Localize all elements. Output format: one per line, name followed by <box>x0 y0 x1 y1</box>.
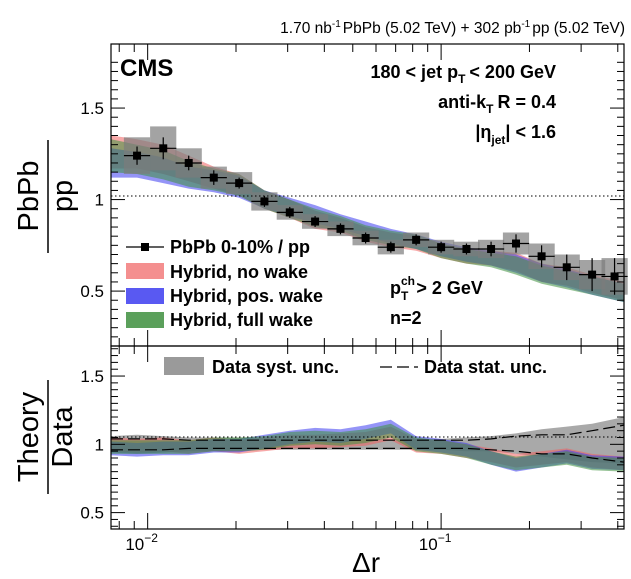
track-pt-label: pch T > 2 GeV <box>390 274 483 303</box>
data-stat-line-hi <box>111 424 625 441</box>
data-stat-line-lo <box>111 447 625 463</box>
data-point <box>412 235 421 244</box>
legend-no-wake-label: Hybrid, no wake <box>170 262 308 282</box>
top-y-tick-label: 0.5 <box>80 282 104 301</box>
bottom-model-bands <box>111 419 624 472</box>
top-data-points <box>123 137 628 295</box>
legend-full-wake-swatch <box>126 312 164 328</box>
data-point <box>588 270 597 279</box>
legend-data-label: PbPb 0-10% / pp <box>170 237 310 257</box>
bottom-y-tick-label: 0.5 <box>80 504 104 523</box>
data-point <box>610 272 619 281</box>
ratio-panel: 0.5 1 1.5 CMS 180 < jet pT < 200 GeV anti-k… <box>13 43 628 347</box>
legend-no-wake-swatch <box>126 263 164 279</box>
x-tick-label: 10−2 <box>125 531 158 554</box>
data-point <box>512 239 521 248</box>
data-point <box>184 158 193 167</box>
top-legend: PbPb 0-10% / pp Hybrid, no wake Hybrid, … <box>126 237 323 330</box>
bottom-y-label-num: Theory <box>13 391 45 482</box>
jet-pt-selection: 180 < jet pT < 200 GeV <box>371 62 556 86</box>
top-y-tick-label: 1 <box>95 191 104 210</box>
data-point <box>311 217 320 226</box>
data-point <box>209 173 218 182</box>
legend-pos-wake-label: Hybrid, pos. wake <box>170 286 323 306</box>
cms-label: CMS <box>120 55 173 82</box>
theory-data-panel: 0.5 1 1.5 10−2 10−1 Data syst. unc. Data st… <box>13 345 625 578</box>
legend-syst-label: Data syst. unc. <box>212 357 339 377</box>
bottom-y-tick-label: 1.5 <box>80 367 104 386</box>
bottom-y-label-den: Data <box>47 406 79 468</box>
data-point <box>386 243 395 252</box>
bottom-y-axis: 0.5 1 1.5 <box>80 348 624 527</box>
moment-label: n=2 <box>390 308 422 328</box>
top-y-label-num: PbPb <box>13 161 45 232</box>
bottom-legend: Data syst. unc. Data stat. unc. <box>164 357 547 377</box>
top-x-ticks <box>118 44 619 346</box>
data-point <box>336 224 345 233</box>
legend-marker-square <box>141 243 149 251</box>
data-point <box>260 197 269 206</box>
lumi-header: 1.70 nb-1 PbPb (5.02 TeV) + 302 pb-1 pp (5… <box>280 19 625 37</box>
legend-syst-swatch <box>164 357 204 375</box>
data-point <box>285 208 294 217</box>
bottom-x-axis: 10−2 10−1 <box>118 346 619 554</box>
data-point <box>133 151 142 160</box>
legend-pos-wake-swatch <box>126 288 164 304</box>
bottom-data-stat-lines <box>111 424 625 463</box>
top-y-axis: 0.5 1 1.5 <box>80 61 624 338</box>
x-tick-label: 10−1 <box>419 531 452 554</box>
bottom-band-hybrid-full-wake <box>111 423 624 472</box>
jet-algo-label: anti-kT R = 0.4 <box>438 92 556 116</box>
top-y-tick-label: 1.5 <box>80 99 104 118</box>
legend-stat-label: Data stat. unc. <box>424 357 547 377</box>
data-point <box>159 144 168 153</box>
data-point <box>562 263 571 272</box>
bottom-y-tick-label: 1 <box>95 435 104 454</box>
data-point <box>361 234 370 243</box>
eta-selection: |ηjet| < 1.6 <box>475 122 556 147</box>
data-point <box>462 244 471 253</box>
data-point <box>537 252 546 261</box>
legend-full-wake-label: Hybrid, full wake <box>170 310 313 330</box>
x-axis-label: Δr <box>352 547 380 578</box>
top-y-label-den: pp <box>47 180 79 212</box>
data-point <box>235 179 244 188</box>
data-point <box>487 244 496 253</box>
data-point <box>437 243 446 252</box>
